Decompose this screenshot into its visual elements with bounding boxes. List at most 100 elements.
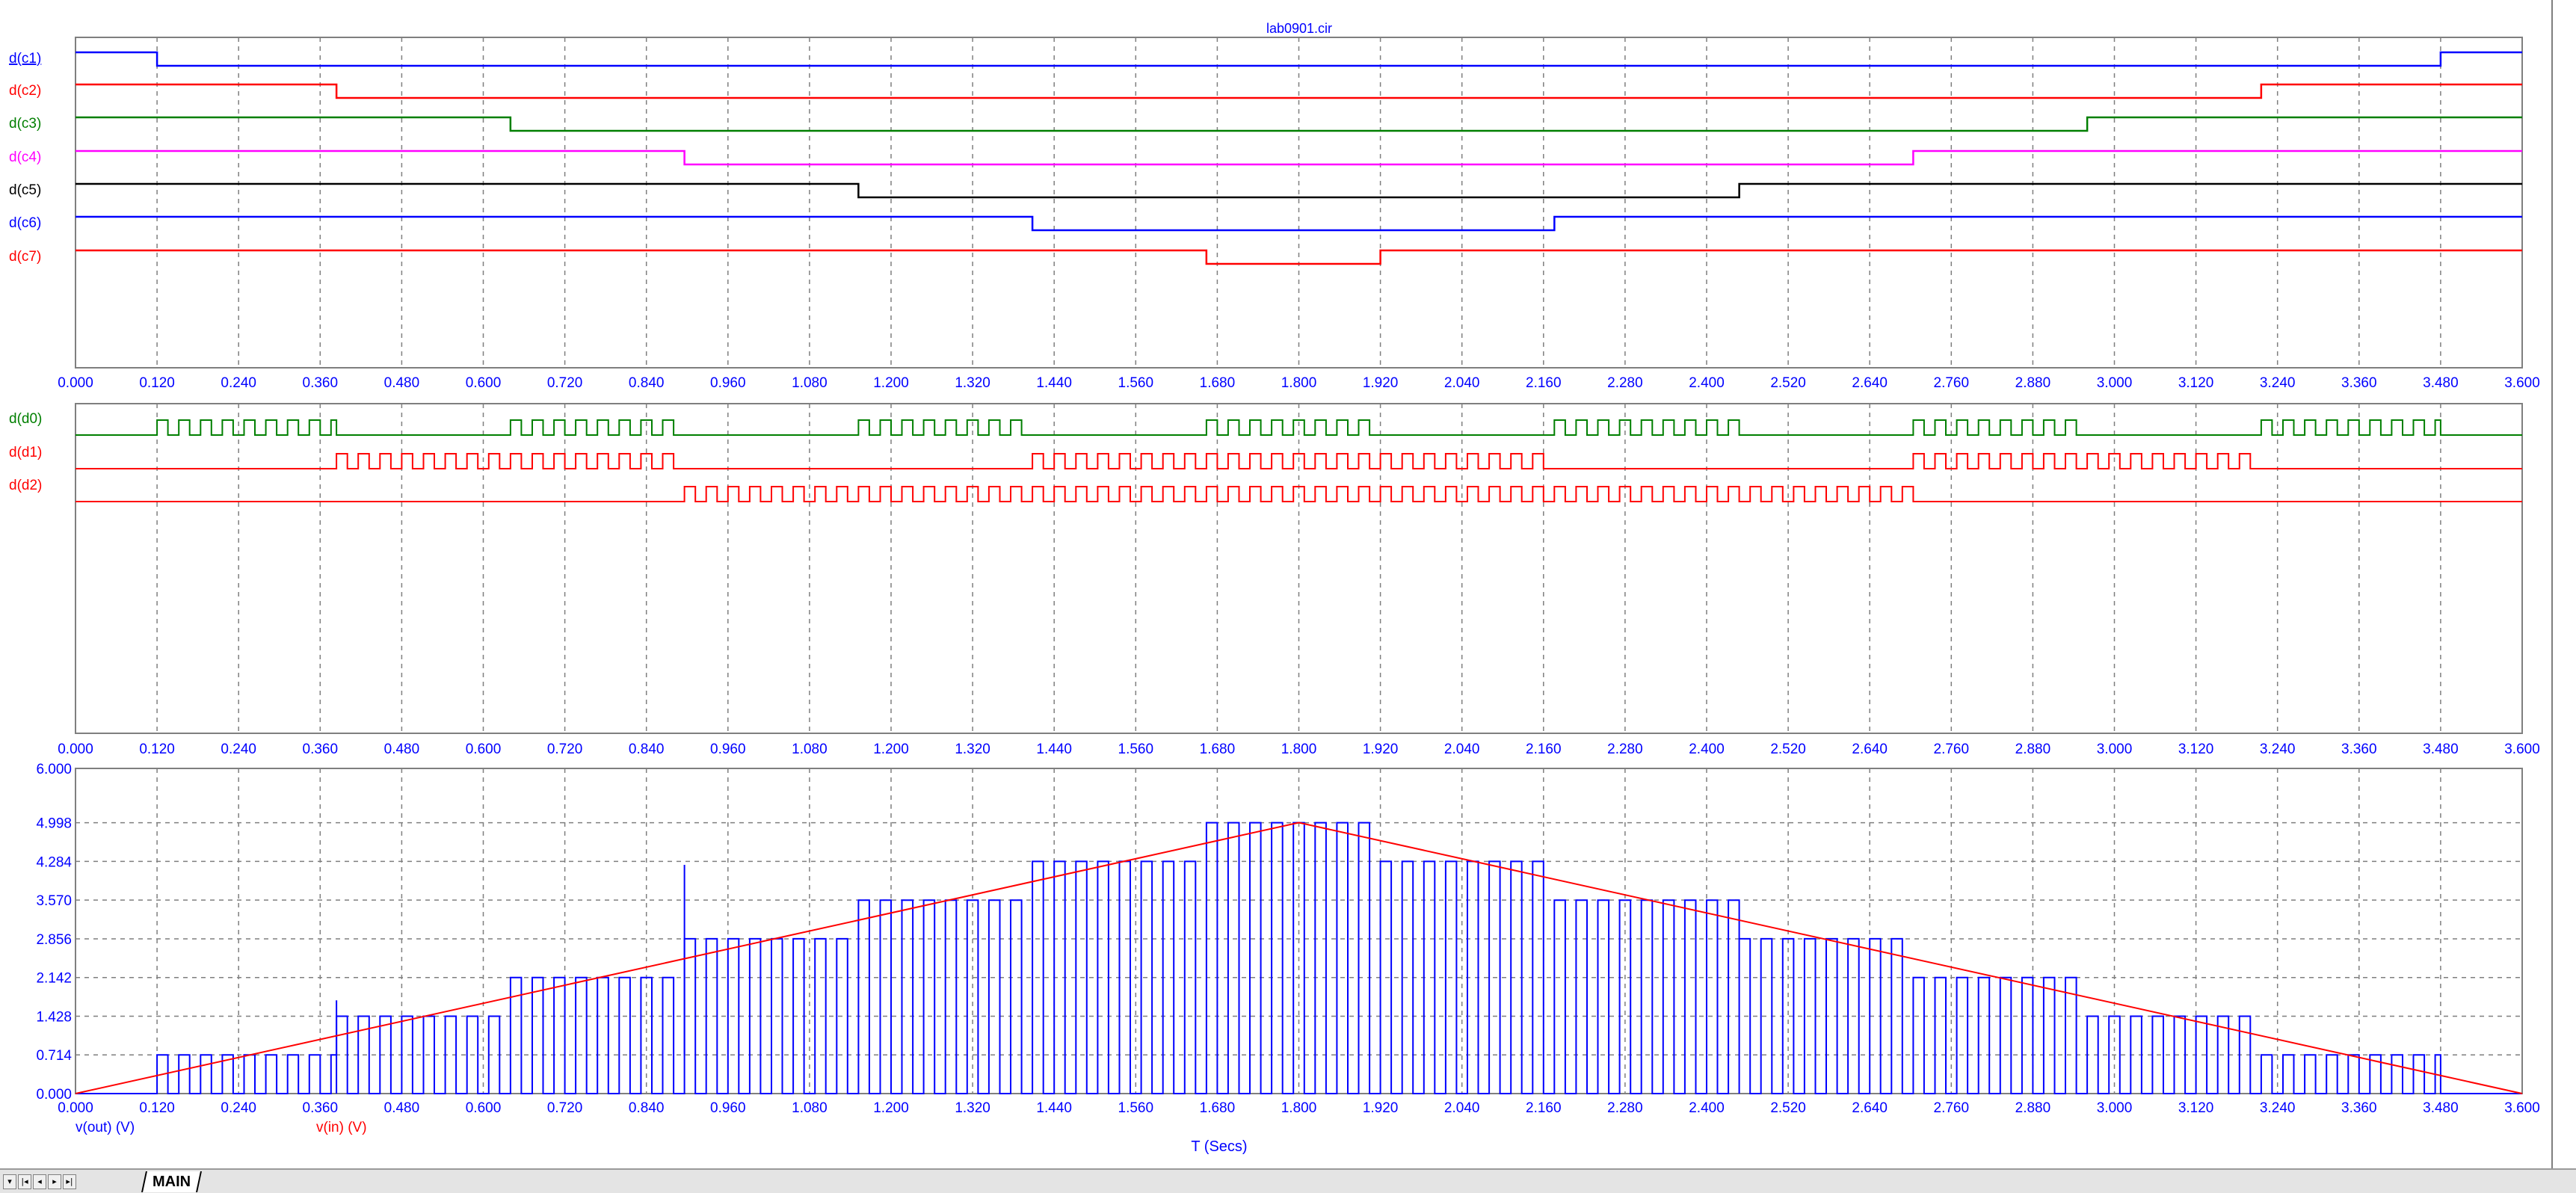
x-tick-label: 1.680 [1200,375,1236,391]
x-tick-label: 1.800 [1281,1100,1317,1116]
x-tick-label: 3.120 [2178,375,2214,391]
x-tick-label: 3.360 [2341,742,2377,757]
x-tick-label: 0.240 [221,1100,256,1116]
x-tick-label: 3.240 [2260,1100,2296,1116]
x-tick-label: 0.960 [710,375,746,391]
x-tick-label: 0.240 [221,375,256,391]
tab-main[interactable]: MAIN [141,1171,203,1192]
x-tick-label: 1.080 [792,1100,828,1116]
x-tick-label: 1.200 [873,375,909,391]
window-edge [2551,0,2553,1168]
x-tick-label: 2.280 [1607,375,1643,391]
x-tick-label: 0.720 [547,742,583,757]
x-tick-label: 3.480 [2423,1100,2459,1116]
x-tick-label: 2.880 [2015,742,2051,757]
x-tick-label: 0.720 [547,375,583,391]
scroll-last-icon[interactable]: ▸| [63,1174,76,1189]
trace-dc7 [76,249,2522,265]
x-tick-label: 1.680 [1200,742,1236,757]
x-tick-label: 2.400 [1689,375,1725,391]
x-tick-label: 0.360 [303,742,339,757]
y-tick-label: 6.000 [36,762,72,777]
x-tick-label: 1.440 [1036,1100,1072,1116]
x-tick-label: 2.760 [1934,375,1970,391]
x-tick-label: 0.120 [139,1100,175,1116]
x-tick-label: 0.600 [466,375,502,391]
menu-dropdown-button[interactable]: ▾ [3,1174,16,1189]
x-tick-label: 2.760 [1934,1100,1970,1116]
x-tick-label: 1.320 [955,375,990,391]
x-tick-label: 3.360 [2341,1100,2377,1116]
x-tick-label: 1.680 [1200,1100,1236,1116]
x-tick-label: 2.040 [1444,1100,1480,1116]
x-tick-label: 2.640 [1852,1100,1888,1116]
x-tick-label: 1.320 [955,1100,990,1116]
x-tick-label: 1.920 [1363,375,1399,391]
scroll-first-icon[interactable]: |◂ [18,1174,31,1189]
x-tick-label: 2.520 [1770,1100,1806,1116]
series-label-dc5: d(c5) [9,182,41,198]
x-tick-label: 3.480 [2423,742,2459,757]
trace-dd1 [76,453,2522,469]
right-scroll-margin [2549,0,2576,1168]
x-tick-label: 1.440 [1036,742,1072,757]
x-tick-label: 0.000 [58,375,93,391]
x-tick-label: 1.320 [955,742,990,757]
x-tick-label: 3.000 [2097,375,2133,391]
x-tick-label: 0.120 [139,742,175,757]
x-tick-label: 2.520 [1770,742,1806,757]
x-tick-label: 0.000 [58,742,93,757]
x-tick-label: 1.080 [792,375,828,391]
trace-dc3 [76,116,2522,132]
x-tick-label: 0.240 [221,742,256,757]
series-label-dc4: d(c4) [9,149,41,165]
x-tick-label: 2.640 [1852,375,1888,391]
y-tick-label: 3.570 [36,893,72,909]
x-tick-label: 3.240 [2260,742,2296,757]
series-label-dc2: d(c2) [9,83,41,99]
x-tick-label: 1.800 [1281,742,1317,757]
trace-dd2 [76,486,2522,502]
trace-vin [75,821,2523,1094]
x-tick-label: 0.360 [303,1100,339,1116]
x-tick-label: 3.600 [2504,1100,2540,1116]
series-label-dd0: d(d0) [9,411,42,427]
y-tick-label: 4.998 [36,816,72,832]
scroll-prev-icon[interactable]: ◂ [33,1174,46,1189]
x-tick-label: 3.000 [2097,742,2133,757]
tab-bar: ▾ |◂ ◂ ▸ ▸| MAIN [0,1168,2576,1193]
legend-vin: v(in) (V) [316,1120,367,1135]
x-tick-label: 0.840 [629,375,665,391]
x-tick-label: 1.560 [1118,375,1154,391]
x-tick-label: 3.120 [2178,1100,2214,1116]
y-tick-label: 1.428 [36,1009,72,1025]
y-tick-label: 2.856 [36,932,72,948]
x-tick-label: 0.480 [384,375,420,391]
trace-dc2 [76,83,2522,99]
y-tick-label: 2.142 [36,971,72,987]
x-tick-label: 3.600 [2504,742,2540,757]
x-tick-label: 2.160 [1526,1100,1562,1116]
x-tick-label: 2.400 [1689,742,1725,757]
trace-dd0 [76,419,2522,436]
x-tick-label: 0.840 [629,742,665,757]
x-tick-label: 1.560 [1118,1100,1154,1116]
series-label-dc7: d(c7) [9,249,41,265]
x-tick-label: 1.440 [1036,375,1072,391]
scroll-next-icon[interactable]: ▸ [48,1174,61,1189]
x-tick-label: 3.000 [2097,1100,2133,1116]
x-tick-label: 2.040 [1444,375,1480,391]
x-tick-label: 1.800 [1281,375,1317,391]
x-tick-label: 2.880 [2015,375,2051,391]
x-tick-label: 0.600 [466,742,502,757]
trace-dc4 [76,149,2522,166]
x-tick-label: 0.120 [139,375,175,391]
x-tick-label: 1.200 [873,1100,909,1116]
x-axis-title: T (Secs) [1191,1138,1247,1155]
x-tick-label: 0.720 [547,1100,583,1116]
y-tick-label: 0.714 [36,1048,72,1064]
x-tick-label: 0.840 [629,1100,665,1116]
series-label-dc6: d(c6) [9,215,41,231]
x-tick-label: 0.360 [303,375,339,391]
